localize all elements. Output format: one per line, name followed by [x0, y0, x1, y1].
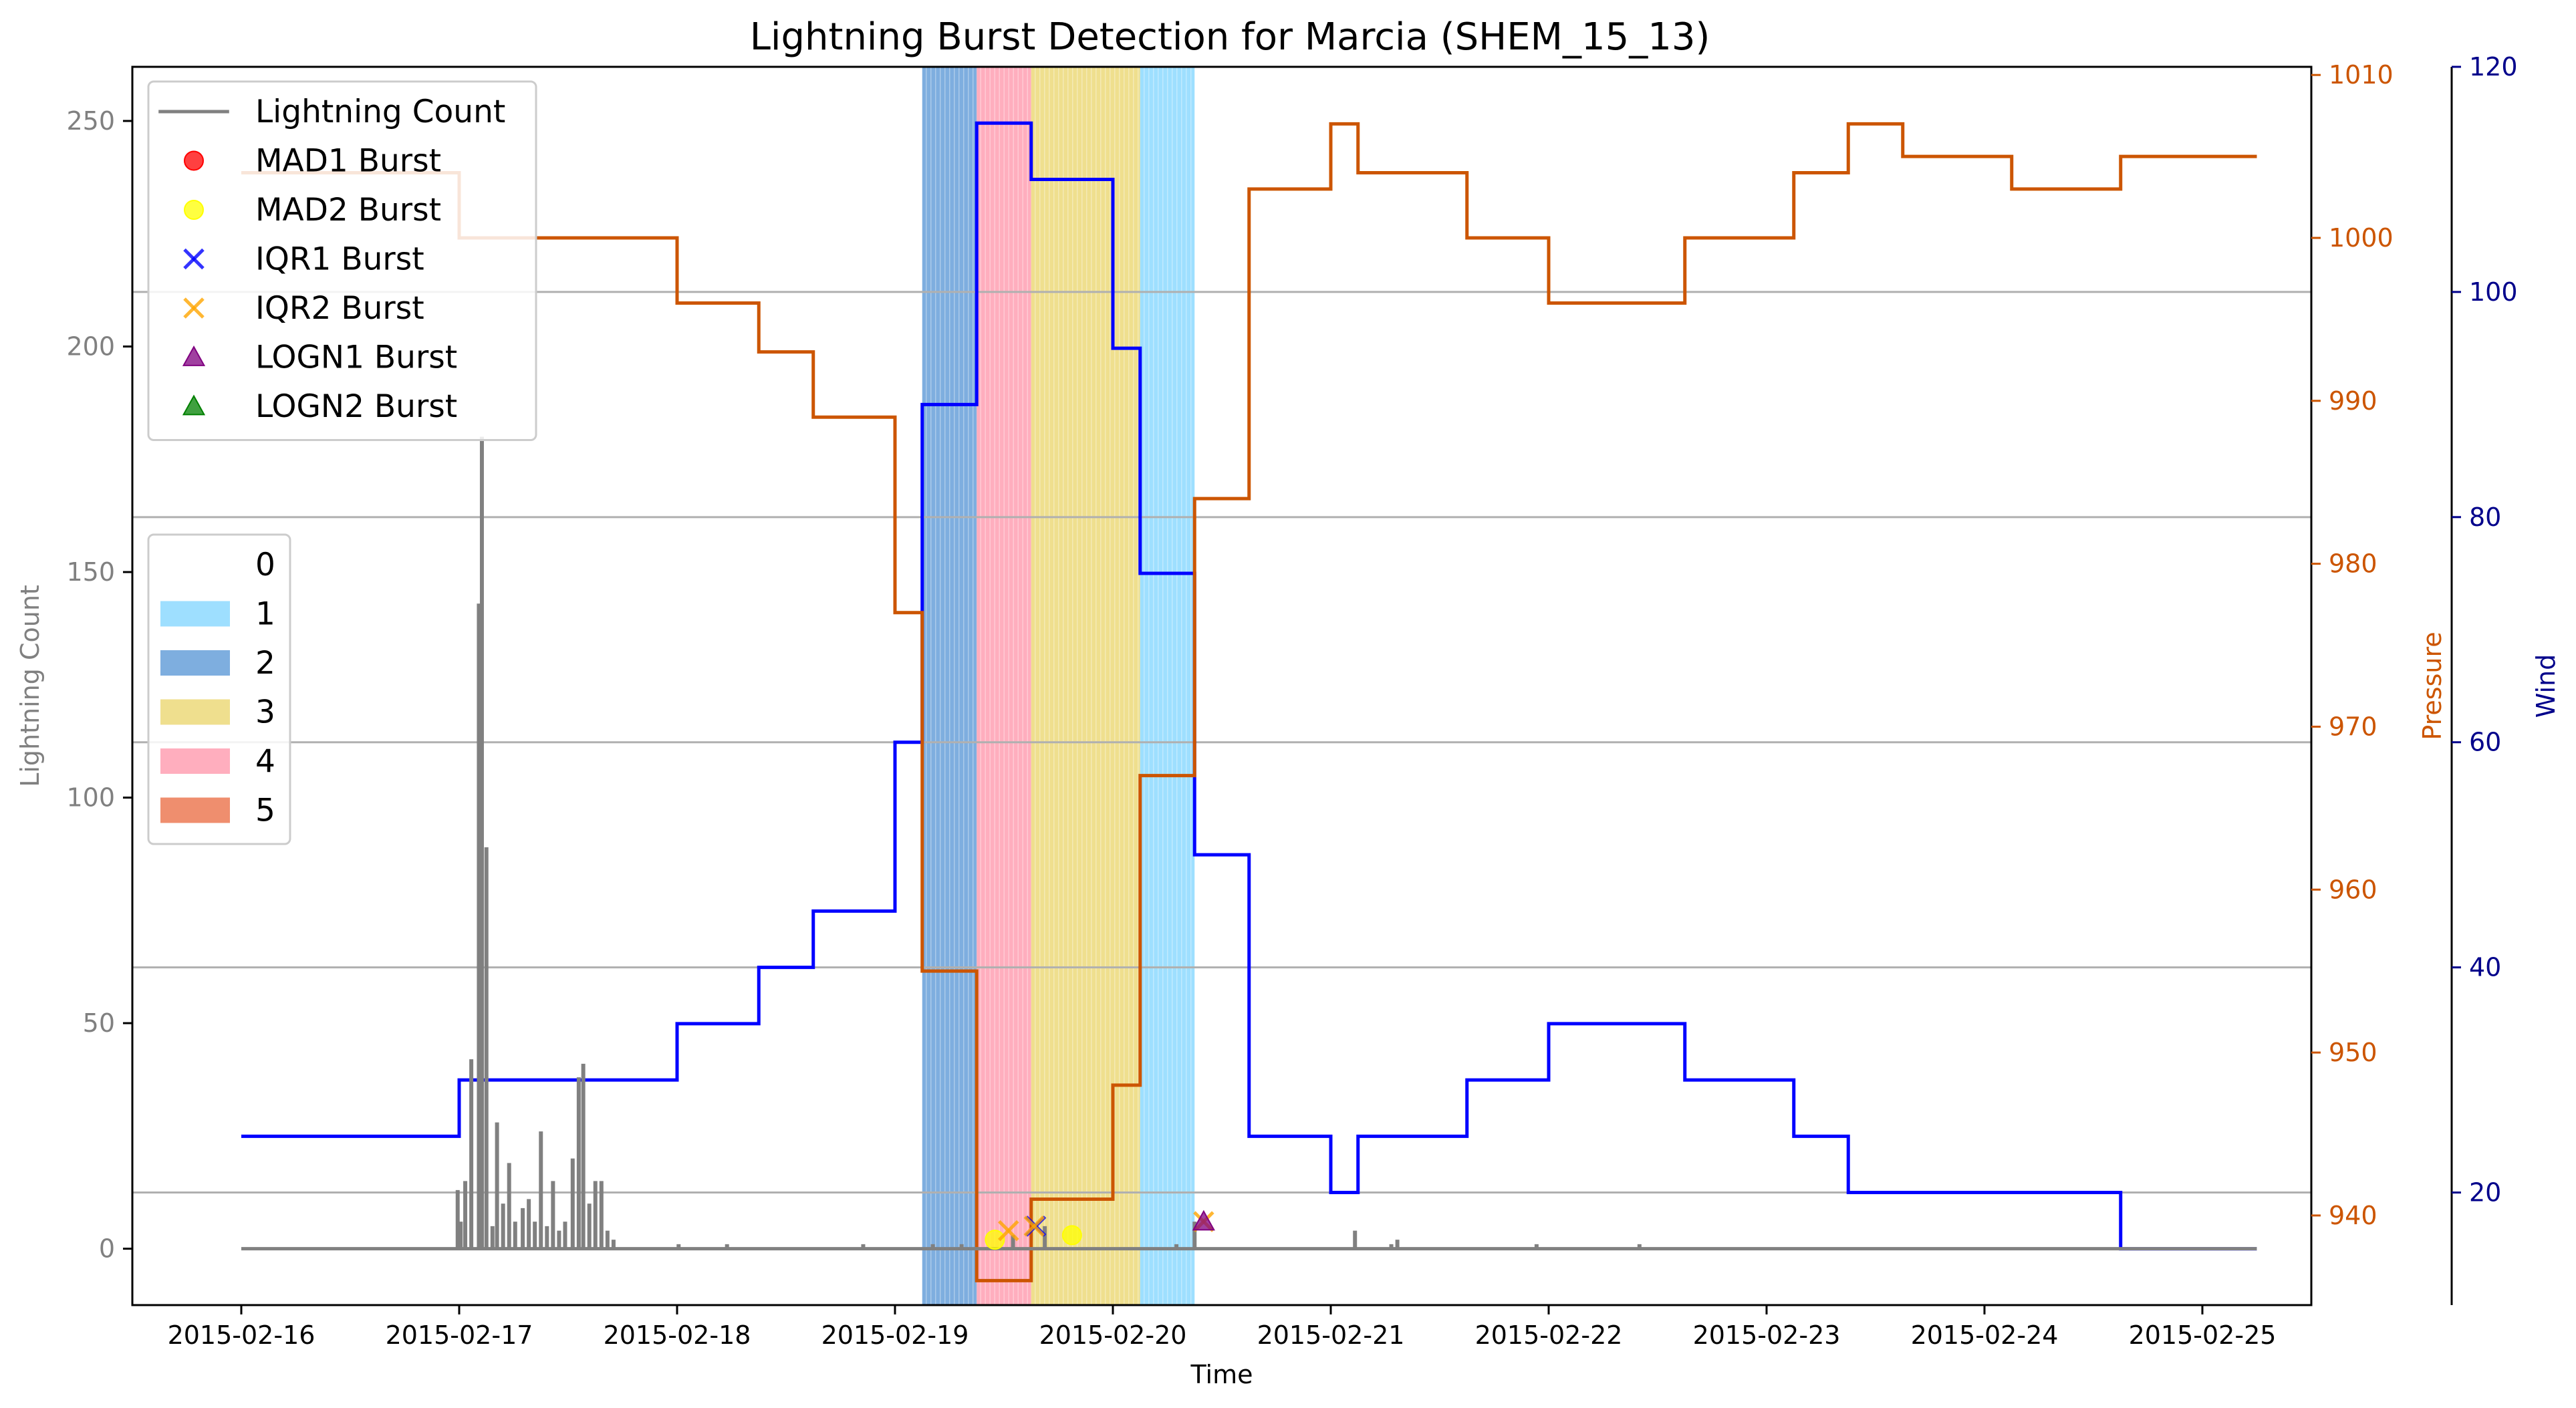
wind-tick-label: 20	[2469, 1178, 2501, 1208]
wind-axis-label: Wind	[2531, 654, 2561, 718]
legend-burst-marker	[182, 345, 206, 366]
legend-category-label: 1	[255, 596, 275, 633]
legend-category-label: 2	[255, 645, 275, 682]
x-tick-label: 2015-02-22	[1475, 1320, 1623, 1350]
legend-category-label: 4	[255, 743, 275, 780]
pressure-tick-label: 960	[2329, 875, 2377, 904]
chart-title: Lightning Burst Detection for Marcia (SH…	[750, 15, 1710, 59]
mad2-burst-marker	[1061, 1225, 1082, 1246]
left-tick-label: 0	[99, 1234, 115, 1264]
left-tick-label: 250	[66, 106, 115, 136]
x-tick-label: 2015-02-24	[1911, 1320, 2059, 1350]
pressure-tick-label: 1010	[2329, 60, 2394, 90]
legend-burst-label: MAD2 Burst	[255, 192, 441, 229]
wind-tick-label: 60	[2469, 728, 2501, 757]
plot-frame	[131, 65, 2313, 1306]
legend-burst-box	[147, 80, 537, 441]
legend-burst-marker	[182, 394, 206, 416]
x-tick-label: 2015-02-18	[604, 1320, 751, 1350]
pressure-tick-label: 970	[2329, 712, 2377, 741]
marker-stroke	[1023, 1216, 1045, 1237]
x-tick-label: 2015-02-23	[1693, 1320, 1841, 1350]
legend-burst-label: IQR1 Burst	[255, 241, 424, 278]
x-tick-label: 2015-02-19	[821, 1320, 969, 1350]
legend-category-swatch	[160, 748, 230, 774]
iqr2-burst-marker	[998, 1220, 1019, 1242]
pressure-axis-label: Pressure	[2418, 631, 2447, 740]
category-span-4	[977, 67, 1031, 1305]
legend-category-label: 3	[255, 694, 275, 731]
left-tick-label: 150	[66, 557, 115, 587]
category-span-2	[922, 67, 977, 1305]
marker-stroke	[183, 297, 205, 319]
x-tick-label: 2015-02-16	[168, 1320, 315, 1350]
legend-category-swatch	[160, 552, 230, 577]
logn1-burst-marker	[1192, 1210, 1215, 1231]
legend-burst-label: IQR2 Burst	[255, 290, 424, 327]
wind-tick-label: 80	[2469, 503, 2501, 532]
category-span-3	[1031, 67, 1140, 1305]
legend-category-label: 5	[255, 793, 275, 829]
legend-category-swatch	[160, 601, 230, 627]
x-tick-label: 2015-02-17	[386, 1320, 533, 1350]
legend-category-label: 0	[255, 547, 275, 583]
left-tick-label: 100	[66, 783, 115, 813]
legend-burst-marker	[184, 200, 204, 220]
x-tick-label: 2015-02-20	[1039, 1320, 1187, 1350]
legend-burst-label: LOGN2 Burst	[255, 388, 457, 425]
pressure-tick-label: 990	[2329, 386, 2377, 416]
left-axis-label: Lightning Count	[15, 585, 45, 787]
iqr2-burst-marker	[1023, 1216, 1045, 1237]
legend-burst-marker	[184, 150, 204, 171]
legend-burst-marker	[183, 297, 205, 319]
wind-tick-label: 100	[2469, 277, 2518, 307]
legend-category-swatch	[160, 699, 230, 725]
x-tick-label: 2015-02-25	[2129, 1320, 2277, 1350]
pressure-tick-label: 950	[2329, 1038, 2377, 1067]
legend-burst-label: LOGN1 Burst	[255, 339, 457, 376]
category-span-1	[1140, 67, 1195, 1305]
pressure-tick-label: 980	[2329, 549, 2377, 579]
mad2-burst-marker	[985, 1230, 1005, 1250]
wind-line	[241, 121, 2257, 1251]
pressure-tick-label: 1000	[2329, 223, 2394, 253]
pressure-line	[241, 122, 2257, 1282]
pressure-tick-label: 940	[2329, 1201, 2377, 1230]
left-tick-label: 200	[66, 332, 115, 362]
wind-tick-label: 40	[2469, 953, 2501, 982]
left-tick-label: 50	[83, 1008, 115, 1038]
legend-category-swatch	[160, 797, 230, 823]
legend-burst-label: MAD1 Burst	[255, 143, 441, 180]
marker-stroke	[183, 248, 205, 270]
x-tick-label: 2015-02-21	[1257, 1320, 1405, 1350]
marker-stroke	[998, 1220, 1019, 1242]
wind-tick-label: 120	[2469, 52, 2518, 82]
legend-burst-label: Lightning Count	[255, 94, 505, 130]
x-axis-label: Time	[1190, 1360, 1253, 1389]
legend-category-swatch	[160, 650, 230, 676]
legend-burst-marker	[183, 248, 205, 270]
